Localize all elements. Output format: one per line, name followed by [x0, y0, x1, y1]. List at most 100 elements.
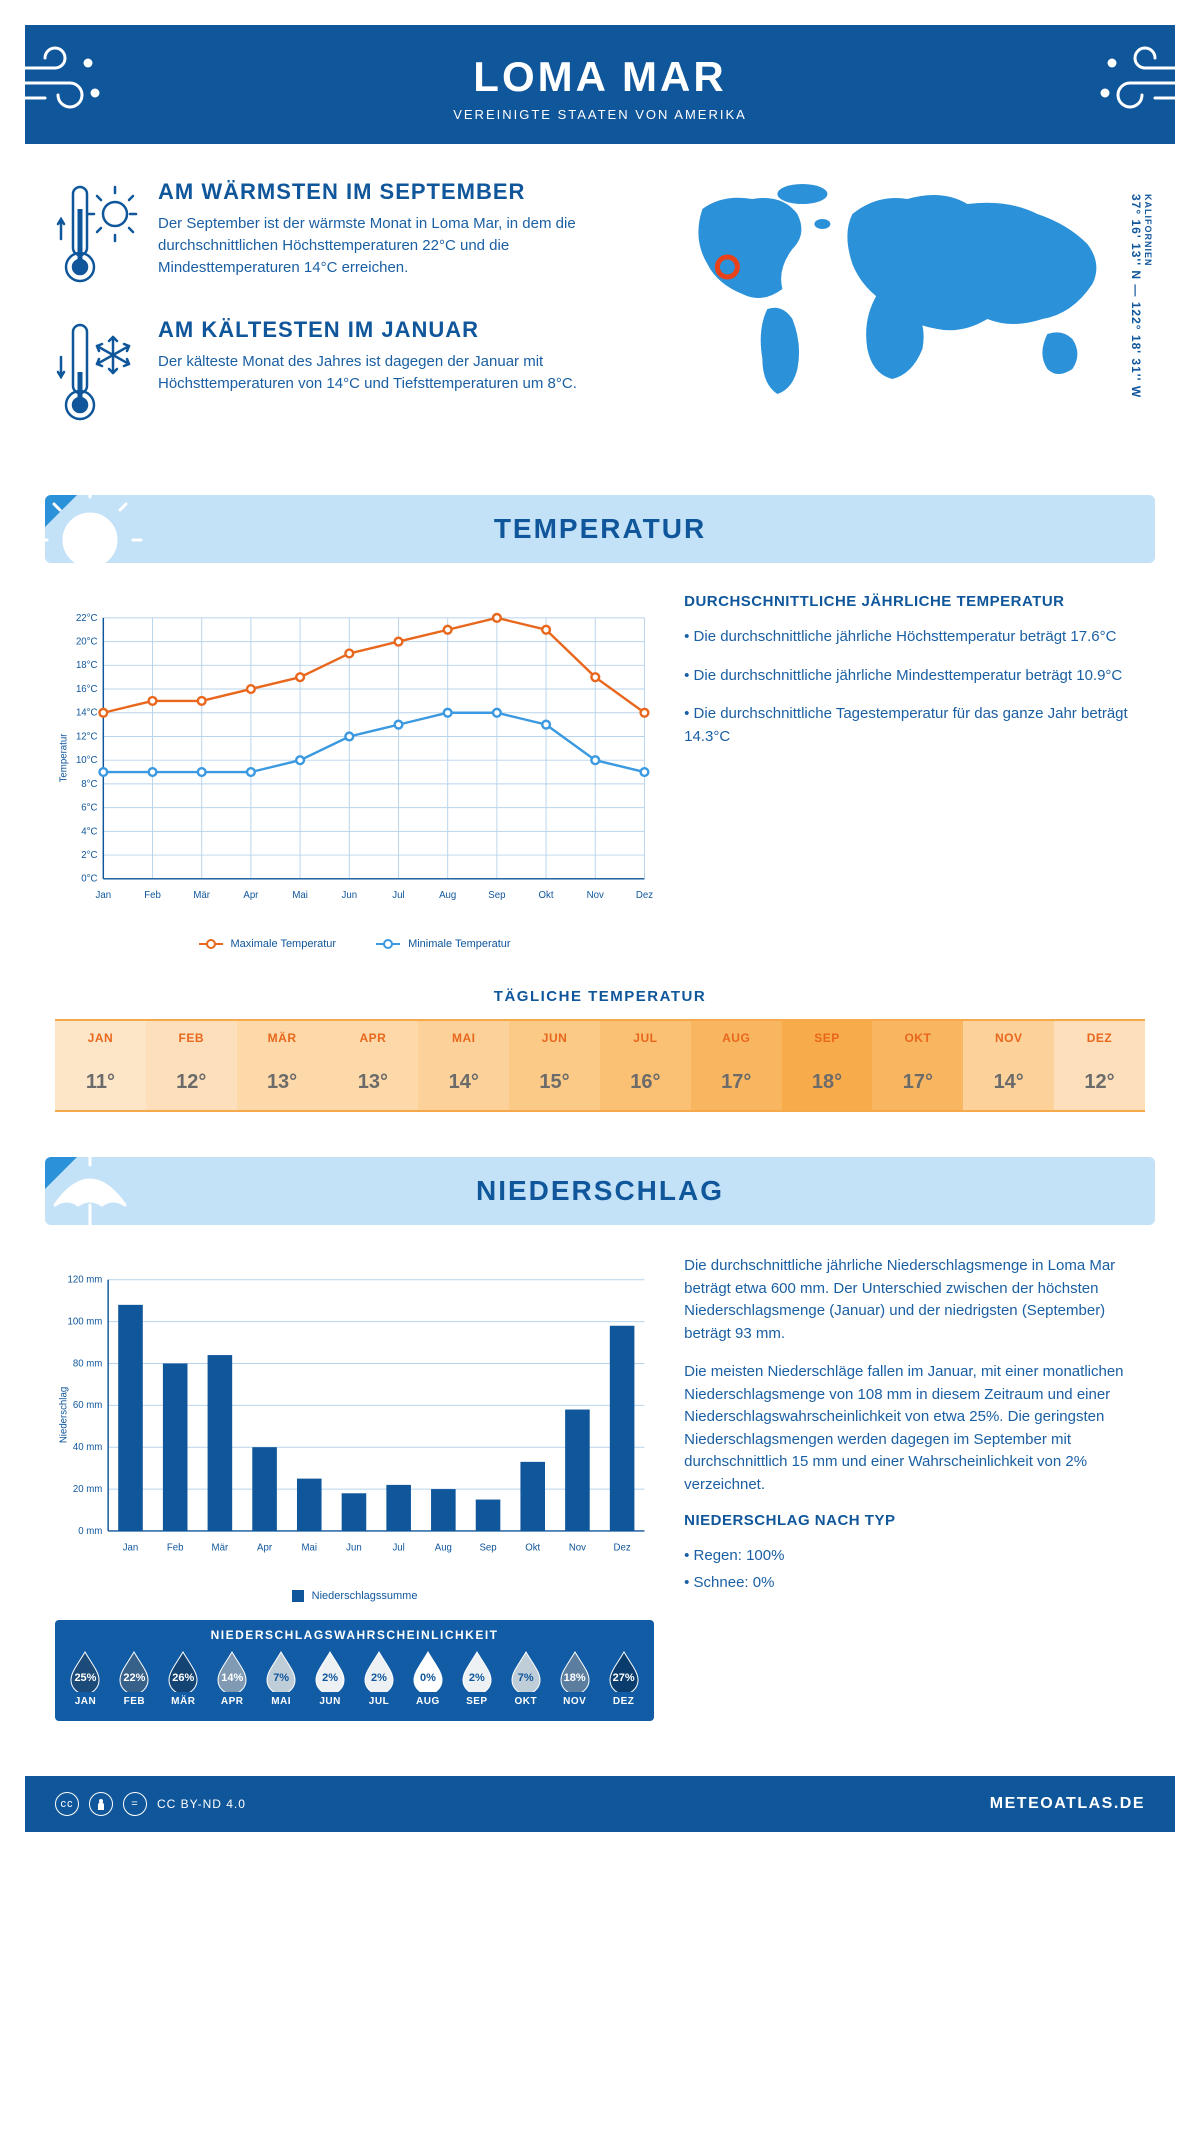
- svg-text:Sep: Sep: [479, 1542, 496, 1553]
- svg-text:6°C: 6°C: [81, 803, 97, 814]
- svg-text:22°C: 22°C: [76, 613, 98, 624]
- svg-text:Mär: Mär: [193, 890, 210, 901]
- location-title: LOMA MAR: [45, 53, 1155, 101]
- coordinates: KALIFORNIEN 37° 16' 13'' N — 122° 18' 31…: [1129, 194, 1153, 398]
- precip-type: • Schnee: 0%: [684, 1572, 1145, 1595]
- svg-text:10°C: 10°C: [76, 755, 98, 766]
- coldest-block: AM KÄLTESTEN IM JANUAR Der kälteste Mona…: [55, 317, 610, 427]
- precip-legend: Niederschlagssumme: [55, 1590, 654, 1602]
- svg-text:4°C: 4°C: [81, 826, 97, 837]
- daily-col: MÄR13°: [237, 1021, 328, 1110]
- coldest-text: Der kälteste Monat des Jahres ist dagege…: [158, 351, 610, 395]
- prob-cell: 14%APR: [208, 1650, 257, 1707]
- svg-text:20 mm: 20 mm: [73, 1484, 103, 1495]
- svg-text:Aug: Aug: [435, 1542, 452, 1553]
- svg-text:20°C: 20°C: [76, 637, 98, 648]
- svg-text:16°C: 16°C: [76, 684, 98, 695]
- svg-text:Sep: Sep: [488, 890, 505, 901]
- temp-bullet: • Die durchschnittliche jährliche Mindes…: [684, 665, 1145, 688]
- precip-text: Die meisten Niederschläge fallen im Janu…: [684, 1361, 1145, 1496]
- daily-col: JUN15°: [509, 1021, 600, 1110]
- temp-legend: Maximale Temperatur Minimale Temperatur: [55, 938, 654, 950]
- svg-text:Nov: Nov: [569, 1542, 586, 1553]
- prob-cell: 18%NOV: [550, 1650, 599, 1707]
- svg-text:Feb: Feb: [167, 1542, 184, 1553]
- precip-prob-box: NIEDERSCHLAGSWAHRSCHEINLICHKEIT 25%JAN22…: [55, 1620, 654, 1721]
- precip-section-bar: NIEDERSCHLAG: [45, 1157, 1155, 1225]
- precip-type-title: NIEDERSCHLAG NACH TYP: [684, 1512, 1145, 1529]
- prob-cell: 2%SEP: [452, 1650, 501, 1707]
- svg-text:Jan: Jan: [123, 1542, 139, 1553]
- precip-text: Die durchschnittliche jährliche Niedersc…: [684, 1255, 1145, 1345]
- sun-icon: [35, 485, 145, 595]
- prob-cell: 2%JUN: [306, 1650, 355, 1707]
- header: LOMA MAR VEREINIGTE STAATEN VON AMERIKA: [25, 25, 1175, 144]
- warmest-text: Der September ist der wärmste Monat in L…: [158, 213, 610, 278]
- svg-text:14°C: 14°C: [76, 708, 98, 719]
- precip-title: NIEDERSCHLAG: [65, 1175, 1135, 1207]
- prob-cell: 7%MAI: [257, 1650, 306, 1707]
- location-subtitle: VEREINIGTE STAATEN VON AMERIKA: [45, 107, 1155, 122]
- svg-text:8°C: 8°C: [81, 779, 97, 790]
- svg-text:Dez: Dez: [636, 890, 653, 901]
- prob-cell: 7%OKT: [501, 1650, 550, 1707]
- coldest-title: AM KÄLTESTEN IM JANUAR: [158, 317, 610, 343]
- daily-col: JUL16°: [600, 1021, 691, 1110]
- prob-cell: 25%JAN: [61, 1650, 110, 1707]
- precip-bar-chart: 0 mm20 mm40 mm60 mm80 mm100 mm120 mmJanF…: [55, 1255, 654, 1575]
- daily-col: APR13°: [327, 1021, 418, 1110]
- temp-side-title: DURCHSCHNITTLICHE JÄHRLICHE TEMPERATUR: [684, 593, 1145, 610]
- temperature-section-bar: TEMPERATUR: [45, 495, 1155, 563]
- svg-text:Nov: Nov: [587, 890, 604, 901]
- svg-text:Okt: Okt: [525, 1542, 540, 1553]
- prob-cell: 27%DEZ: [599, 1650, 648, 1707]
- daily-col: OKT17°: [872, 1021, 963, 1110]
- site-name: METEOATLAS.DE: [990, 1795, 1145, 1813]
- prob-cell: 2%JUL: [355, 1650, 404, 1707]
- temp-bullet: • Die durchschnittliche jährliche Höchst…: [684, 626, 1145, 649]
- intro-section: AM WÄRMSTEN IM SEPTEMBER Der September i…: [25, 144, 1175, 475]
- wind-icon-left: [10, 43, 110, 123]
- svg-text:Jul: Jul: [392, 890, 404, 901]
- prob-cell: 0%AUG: [403, 1650, 452, 1707]
- thermometer-hot-icon: [55, 179, 140, 289]
- svg-text:12°C: 12°C: [76, 731, 98, 742]
- cc-nd-icon: =: [123, 1792, 147, 1816]
- svg-text:2°C: 2°C: [81, 850, 97, 861]
- svg-text:Mai: Mai: [301, 1542, 317, 1553]
- cc-by-icon: [89, 1792, 113, 1816]
- svg-text:120 mm: 120 mm: [67, 1275, 102, 1286]
- daily-col: AUG17°: [691, 1021, 782, 1110]
- svg-text:80 mm: 80 mm: [73, 1358, 103, 1369]
- temperature-title: TEMPERATUR: [65, 513, 1135, 545]
- svg-text:Apr: Apr: [257, 1542, 273, 1553]
- svg-text:Niederschlag: Niederschlag: [59, 1387, 70, 1443]
- svg-text:100 mm: 100 mm: [67, 1316, 102, 1327]
- cc-icon: cc: [55, 1792, 79, 1816]
- svg-text:Jun: Jun: [346, 1542, 362, 1553]
- daily-col: NOV14°: [963, 1021, 1054, 1110]
- svg-text:0°C: 0°C: [81, 874, 97, 885]
- prob-cell: 22%FEB: [110, 1650, 159, 1707]
- license-text: CC BY-ND 4.0: [157, 1797, 246, 1811]
- umbrella-icon: [35, 1147, 145, 1257]
- svg-text:18°C: 18°C: [76, 660, 98, 671]
- svg-text:Mai: Mai: [292, 890, 308, 901]
- temp-bullet: • Die durchschnittliche Tagestemperatur …: [684, 703, 1145, 748]
- daily-col: MAI14°: [418, 1021, 509, 1110]
- svg-text:40 mm: 40 mm: [73, 1442, 103, 1453]
- daily-col: FEB12°: [146, 1021, 237, 1110]
- svg-text:Temperatur: Temperatur: [59, 733, 70, 783]
- svg-text:Apr: Apr: [243, 890, 259, 901]
- footer: cc = CC BY-ND 4.0 METEOATLAS.DE: [25, 1776, 1175, 1832]
- daily-temp-title: TÄGLICHE TEMPERATUR: [25, 988, 1175, 1005]
- svg-text:Dez: Dez: [614, 1542, 631, 1553]
- world-map: [640, 179, 1145, 409]
- temperature-line-chart: 0°C 2°C 4°C 6°C 8°C 10°C 12°C 14°C 16°C 18°C 20°C 2…: [55, 593, 654, 923]
- thermometer-cold-icon: [55, 317, 140, 427]
- prob-cell: 26%MÄR: [159, 1650, 208, 1707]
- daily-col: JAN11°: [55, 1021, 146, 1110]
- warmest-title: AM WÄRMSTEN IM SEPTEMBER: [158, 179, 610, 205]
- precip-type: • Regen: 100%: [684, 1545, 1145, 1568]
- svg-text:Feb: Feb: [144, 890, 161, 901]
